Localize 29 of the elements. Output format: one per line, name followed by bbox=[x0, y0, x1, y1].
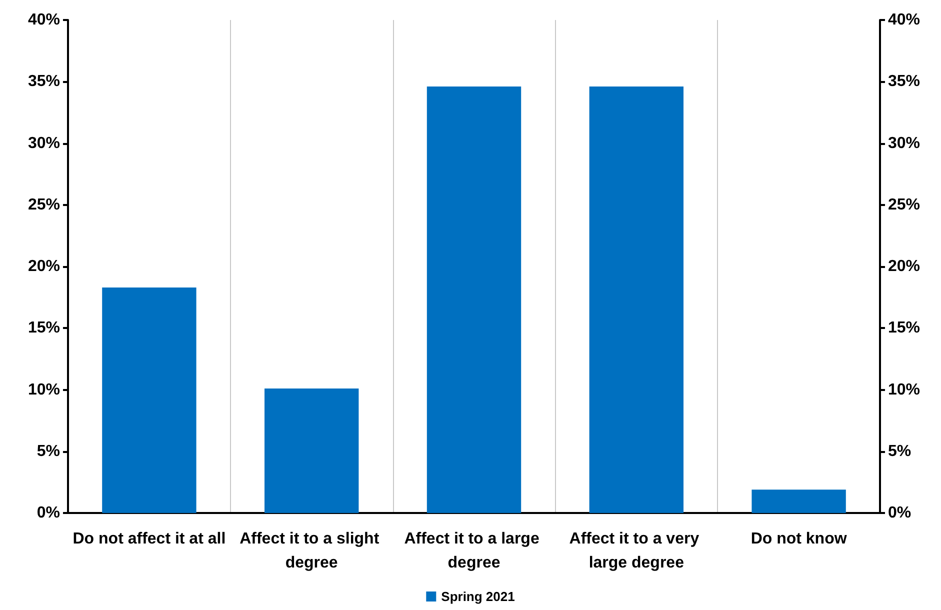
x-tick-label: Do not affect it at all bbox=[72, 530, 226, 548]
y-tick-label: 25% bbox=[28, 196, 60, 214]
y2-tick-label: 40% bbox=[888, 12, 920, 28]
x-tick-label: Affect it to a very large degree bbox=[569, 530, 704, 572]
y-tick-label: 10% bbox=[28, 381, 60, 398]
bar bbox=[752, 490, 846, 513]
bar bbox=[102, 287, 196, 513]
bar bbox=[264, 388, 359, 513]
y-tick-label: 35% bbox=[28, 73, 60, 90]
y2-tick-label: 15% bbox=[888, 320, 920, 337]
y-tick-label: 0% bbox=[36, 504, 60, 522]
y2-tick-label: 20% bbox=[888, 258, 920, 275]
y2-tick-label: 35% bbox=[888, 73, 920, 90]
y2-tick-label: 0% bbox=[888, 504, 912, 522]
y2-tick-label: 25% bbox=[888, 196, 920, 214]
y-tick-label: 5% bbox=[36, 442, 60, 460]
x-tick-label: Do not know bbox=[750, 530, 848, 548]
x-tick-label: Affect it to a large degree bbox=[404, 530, 544, 572]
y-tick-label: 20% bbox=[28, 258, 60, 275]
y-tick-label: 30% bbox=[28, 134, 60, 152]
legend-label: Spring 2021 bbox=[441, 589, 515, 604]
bar bbox=[589, 86, 684, 513]
y-tick-label: 15% bbox=[28, 320, 60, 337]
x-tick-label: Affect it to a slight degree bbox=[240, 530, 384, 572]
y-tick-label: 40% bbox=[28, 12, 60, 28]
y2-tick-label: 10% bbox=[888, 381, 920, 398]
bar bbox=[426, 86, 522, 513]
y2-tick-label: 30% bbox=[888, 134, 920, 152]
y2-tick-label: 5% bbox=[888, 442, 912, 460]
